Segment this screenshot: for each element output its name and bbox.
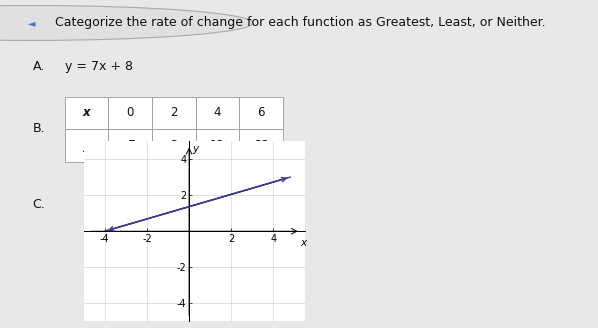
Text: -7: -7 [124, 139, 136, 152]
Text: 4: 4 [214, 106, 221, 119]
FancyBboxPatch shape [196, 129, 239, 162]
Text: y: y [192, 144, 199, 154]
Text: B.: B. [32, 122, 45, 135]
FancyBboxPatch shape [196, 97, 239, 129]
Text: y: y [83, 139, 90, 152]
Circle shape [0, 6, 253, 40]
FancyBboxPatch shape [152, 129, 196, 162]
FancyBboxPatch shape [65, 97, 108, 129]
Text: x: x [83, 106, 90, 119]
Text: x: x [300, 237, 306, 248]
FancyBboxPatch shape [239, 97, 283, 129]
Text: y = 7x + 8: y = 7x + 8 [65, 60, 133, 73]
Text: 3: 3 [170, 139, 178, 152]
FancyBboxPatch shape [239, 129, 283, 162]
Text: 23: 23 [254, 139, 269, 152]
Text: 6: 6 [258, 106, 265, 119]
FancyBboxPatch shape [65, 129, 108, 162]
Text: Categorize the rate of change for each function as Greatest, Least, or Neither.: Categorize the rate of change for each f… [54, 16, 545, 30]
Text: 13: 13 [210, 139, 225, 152]
FancyBboxPatch shape [108, 129, 152, 162]
FancyBboxPatch shape [108, 97, 152, 129]
Text: 0: 0 [126, 106, 134, 119]
FancyBboxPatch shape [152, 97, 196, 129]
Text: A.: A. [32, 60, 45, 73]
Text: ◄: ◄ [28, 18, 35, 28]
Text: 2: 2 [170, 106, 178, 119]
Text: C.: C. [32, 198, 45, 211]
